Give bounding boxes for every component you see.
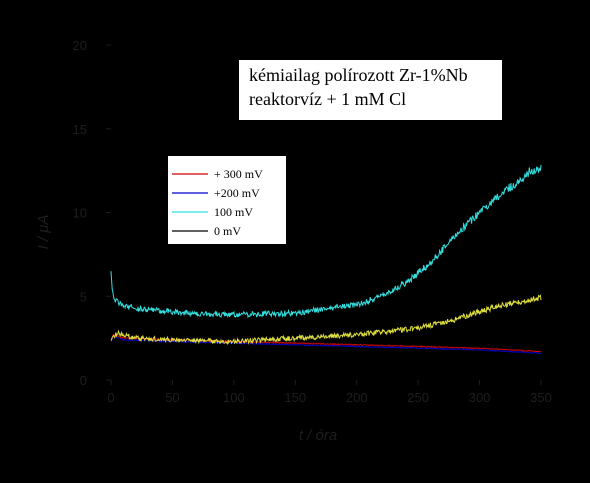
legend-box <box>168 156 286 244</box>
series-line-1 <box>110 335 542 355</box>
legend-label-0: + 300 mV <box>214 167 263 181</box>
chart-title: kémiailag polírozott Zr-1%Nb reaktorvíz … <box>239 60 502 120</box>
x-tick-label-1: 50 <box>165 390 179 405</box>
y-tick-label-0: 0 <box>80 373 87 388</box>
x-tick-label-3: 150 <box>284 390 306 405</box>
tick-labels: 0 50 100 150 200 250 300 350 0 5 10 15 20 <box>73 38 552 405</box>
series-layer <box>110 164 542 355</box>
series-line-4 <box>110 294 542 346</box>
series-line-0 <box>110 334 541 353</box>
legend-label-3: 0 mV <box>214 224 241 238</box>
y-tick-label-4: 20 <box>73 38 87 53</box>
legend-items: + 300 mV +200 mV 100 mV 0 mV <box>172 167 263 238</box>
series-line-2 <box>110 164 542 319</box>
legend: + 300 mV +200 mV 100 mV 0 mV <box>168 156 286 244</box>
x-axis-label: t / óra <box>299 427 337 444</box>
x-tick-label-5: 250 <box>407 390 429 405</box>
legend-label-2: 100 mV <box>214 205 253 219</box>
legend-label-1: +200 mV <box>214 186 260 200</box>
axis-ticks <box>106 44 542 385</box>
x-tick-label-7: 350 <box>530 390 552 405</box>
x-tick-label-2: 100 <box>223 390 245 405</box>
chart-title-line-2: reaktorvíz + 1 mM Cl <box>249 89 407 109</box>
y-tick-label-3: 15 <box>73 122 87 137</box>
x-tick-label-6: 300 <box>469 390 491 405</box>
y-axis-label: I / μA <box>35 215 52 250</box>
x-tick-label-0: 0 <box>107 390 114 405</box>
y-tick-label-1: 5 <box>80 289 87 304</box>
x-tick-label-4: 200 <box>346 390 368 405</box>
y-tick-label-2: 10 <box>73 206 87 221</box>
chart-title-line-1: kémiailag polírozott Zr-1%Nb <box>249 65 468 85</box>
